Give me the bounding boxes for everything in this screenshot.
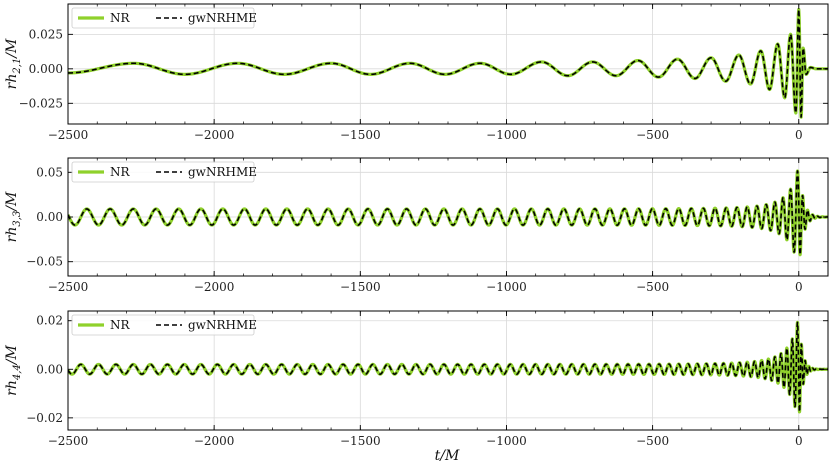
legend-nr-label: NR: [110, 165, 131, 179]
x-tick-label: −500: [636, 434, 669, 448]
y-tick-label: 0.02: [36, 314, 63, 328]
y-tick-label: 0.000: [29, 62, 63, 76]
legend-gwnrhme-label: gwNRHME: [188, 318, 257, 332]
panel-1: −2500 −2000 −1500 −1000 −500 0 0.025 0.000 −0.02…: [4, 3, 829, 142]
legend-gwnrhme-label: gwNRHME: [188, 11, 257, 25]
x-tick-label: −1000: [486, 434, 527, 448]
legend: NR gwNRHME: [71, 7, 257, 29]
x-tick-label: −1000: [486, 280, 527, 294]
x-tick-label: −1500: [340, 434, 381, 448]
legend-gwnrhme-label: gwNRHME: [188, 165, 257, 179]
series-group: [68, 320, 828, 414]
panel-2: −2500 −2000 −1500 −1000 −500 0 0.05 0.00 −0.05rh…: [4, 157, 829, 294]
legend: NR gwNRHME: [71, 314, 257, 336]
y-tick-label: 0.00: [36, 210, 63, 224]
legend-box: [71, 314, 255, 336]
x-tick-label: −500: [636, 280, 669, 294]
y-tick-label: −0.02: [26, 411, 63, 425]
x-tick-label: −2000: [194, 128, 235, 142]
y-axis-label: rh4,4/M: [4, 345, 23, 396]
legend-box: [71, 161, 255, 183]
x-tick-label: −500: [636, 128, 669, 142]
y-tick-label: 0.025: [29, 27, 63, 41]
legend: NR gwNRHME: [71, 161, 257, 183]
series-gwnrhme-line: [68, 321, 828, 413]
y-tick-label: 0.05: [36, 165, 63, 179]
y-tick-label: −0.05: [26, 255, 63, 269]
x-tick-label: −2500: [48, 434, 89, 448]
legend-box: [71, 7, 255, 29]
y-tick-label: −0.025: [19, 96, 63, 110]
x-tick-label: −2000: [194, 434, 235, 448]
x-tick-label: −2500: [48, 280, 89, 294]
x-tick-label: −1500: [340, 128, 381, 142]
series-gwnrhme-line: [68, 8, 828, 118]
y-axis-label: rh2,1/M: [4, 38, 23, 89]
panel-3: −2500 −2000 −1500 −1000 −500 0 0.02 0.00 −0.02 rh…: [4, 310, 829, 448]
x-tick-label: −1000: [486, 128, 527, 142]
x-tick-label: −1500: [340, 280, 381, 294]
series-group: [68, 7, 828, 119]
panels-group: −2500 −2000 −1500 −1000 −500 00.0250.000−0.02…: [4, 3, 829, 448]
x-tick-label: −2000: [194, 280, 235, 294]
x-tick-label: 0: [795, 128, 803, 142]
series-group: [68, 169, 828, 257]
x-tick-label: 0: [795, 280, 803, 294]
series-gwnrhme-line: [68, 170, 828, 256]
legend-nr-label: NR: [110, 318, 131, 332]
x-axis-label: t/M: [435, 448, 460, 464]
y-axis-label: rh3,3/M: [4, 191, 23, 242]
y-tick-label: 0.00: [36, 362, 63, 376]
x-tick-label: −2500: [48, 128, 89, 142]
x-tick-label: 0: [795, 434, 803, 448]
legend-nr-label: NR: [110, 11, 131, 25]
